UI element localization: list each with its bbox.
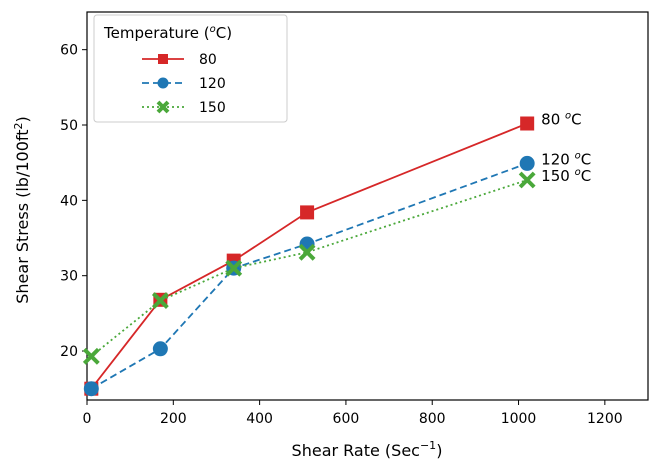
- data-point-150: [298, 243, 316, 261]
- data-point-150: [518, 171, 536, 189]
- y-tick-label: 20: [60, 344, 78, 360]
- data-point-80: [300, 205, 315, 220]
- x-tick-label: 800: [419, 411, 446, 427]
- plot-frame: [86, 11, 649, 401]
- y-tick-label: 40: [60, 193, 78, 209]
- data-point-150: [151, 292, 169, 309]
- y-tick-label: 50: [60, 118, 78, 134]
- series-120: [83, 155, 535, 397]
- legend-box: [93, 14, 288, 123]
- data-point-120: [152, 341, 168, 357]
- annotation-150: 150 oC: [541, 167, 591, 185]
- x-axis-title: Shear Rate (Sec−1): [292, 439, 443, 460]
- data-point-120: [83, 381, 99, 397]
- legend-marker-150: [156, 100, 170, 114]
- annotation-80: 80 oC: [541, 111, 581, 129]
- x-tick-label: 1000: [501, 411, 537, 427]
- y-axis-title: Shear Stress (lb/100ft2): [12, 116, 32, 304]
- x-tick-label: 1200: [587, 411, 623, 427]
- series-line-150: [90, 179, 528, 358]
- annotation-120: 120 oC: [541, 150, 591, 168]
- y-tick-label: 60: [60, 43, 78, 59]
- x-tick-label: 0: [83, 411, 92, 427]
- data-point-120: [519, 155, 535, 171]
- legend-title: Temperature (oC): [103, 24, 232, 42]
- x-tick-label: 400: [246, 411, 273, 427]
- data-point-150: [225, 259, 243, 277]
- data-point-80: [520, 116, 535, 131]
- legend: Temperature (oC) 80 120 150: [93, 14, 288, 123]
- x-tick-label: 200: [160, 411, 187, 427]
- legend-label-150: 150: [199, 100, 226, 116]
- x-tick-label: 600: [333, 411, 360, 427]
- y-tick-label: 30: [60, 269, 78, 285]
- series-150: [82, 171, 536, 365]
- legend-marker-80: [158, 54, 168, 64]
- legend-label-80: 80: [199, 52, 217, 68]
- legend-marker-120: [157, 77, 169, 89]
- legend-label-120: 120: [199, 76, 226, 92]
- data-point-150: [82, 347, 100, 365]
